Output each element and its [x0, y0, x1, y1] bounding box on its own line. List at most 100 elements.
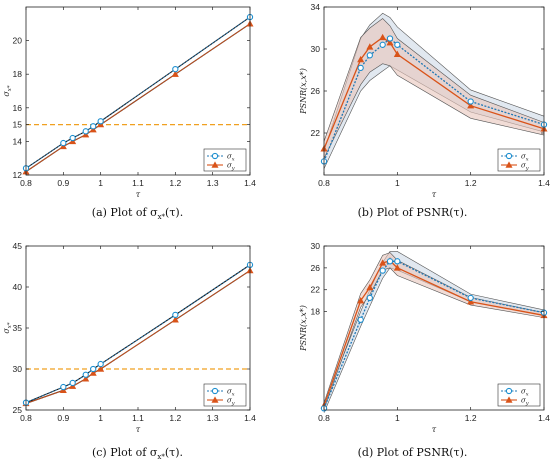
- x-tick-label: 1.2: [465, 413, 477, 423]
- data-point-x: [90, 123, 97, 130]
- data-point-x: [82, 371, 89, 378]
- legend-label-main: σ: [521, 162, 526, 170]
- band-lower-edge: [323, 63, 545, 159]
- plot-frame: [323, 245, 545, 411]
- y-tick-label: 18: [13, 69, 23, 79]
- legend-marker-x: [211, 152, 219, 160]
- data-point-y: [97, 365, 105, 372]
- data-point-y: [89, 369, 97, 376]
- legend-label-x: σx: [521, 388, 529, 398]
- data-point-x: [386, 258, 394, 265]
- confidence-band-y: [324, 18, 544, 159]
- data-point-x: [386, 35, 394, 42]
- y-axis-label: PSNR(x,x*): [299, 305, 308, 352]
- data-point-x: [394, 41, 401, 48]
- y-tick-label: 30: [311, 241, 321, 251]
- y-tick-label: 34: [311, 2, 321, 12]
- y-tick-label: 15: [13, 120, 23, 130]
- data-point-y: [379, 33, 387, 41]
- series-line-y: [323, 260, 545, 406]
- data-point-y: [366, 283, 374, 291]
- legend-marker-y: [505, 396, 513, 403]
- y-tick-label: 20: [13, 36, 23, 46]
- x-axis-label: τ: [432, 190, 437, 199]
- x-tick-label: 1.2: [169, 413, 181, 423]
- data-point-y: [379, 259, 387, 266]
- data-point-y: [393, 264, 401, 271]
- legend-marker-y: [211, 161, 219, 168]
- x-tick-label: 1.4: [244, 178, 256, 188]
- y-tick-label: 26: [311, 263, 321, 273]
- x-axis-label: τ: [432, 425, 437, 434]
- legend-label-main: σ: [521, 397, 526, 405]
- x-tick-label: 1.2: [169, 178, 181, 188]
- x-tick-label: 1.4: [244, 413, 256, 423]
- y-tick-label: 25: [13, 405, 23, 415]
- legend-label-x: σx: [227, 153, 235, 163]
- y-tick-label: 26: [311, 86, 321, 96]
- data-point-y: [393, 50, 401, 57]
- series-line-x: [323, 260, 545, 409]
- data-point-y: [366, 43, 374, 50]
- caption-a: (a) Plot of σx*(τ).: [0, 206, 275, 221]
- data-point-x: [366, 52, 373, 59]
- data-point-y: [171, 70, 179, 77]
- x-axis-label: τ: [136, 425, 141, 434]
- x-axis-label: τ: [136, 190, 141, 199]
- x-tick-label: 1.2: [465, 178, 477, 188]
- legend-label-main: σ: [227, 397, 232, 405]
- band-lower-edge: [323, 267, 545, 410]
- legend-label-y: σy: [521, 162, 529, 172]
- x-tick-label: 0.8: [20, 413, 32, 423]
- data-point-x: [357, 316, 364, 323]
- y-tick-label: 35: [13, 323, 23, 333]
- x-tick-label: 1.4: [538, 413, 550, 423]
- legend-marker-x: [505, 152, 513, 160]
- data-point-x: [394, 258, 401, 265]
- legend-label-x: σx: [521, 153, 529, 163]
- band-upper-edge: [323, 252, 545, 403]
- caption-a-sub: x*: [157, 213, 166, 222]
- series-line-y: [323, 36, 545, 149]
- data-point-x: [467, 98, 474, 105]
- y-axis-label-sub: x*: [7, 85, 13, 91]
- x-tick-label: 1.4: [538, 178, 550, 188]
- legend-label-sub: x: [526, 156, 529, 162]
- y-tick-label: 22: [311, 285, 321, 295]
- legend-marker-x: [505, 387, 513, 395]
- y-tick-label: 22: [311, 128, 321, 138]
- caption-d-text: (d) Plot of PSNR(τ).: [357, 446, 468, 459]
- legend-label-main: σ: [227, 162, 232, 170]
- data-point-y: [467, 102, 475, 109]
- x-tick-label: 1: [98, 178, 103, 188]
- y-axis-label-sub: x*: [7, 322, 13, 328]
- legend-label-y: σy: [521, 397, 529, 407]
- caption-c-text: (c) Plot of σ: [91, 446, 158, 459]
- y-axis-label-main: PSNR(x,x*): [299, 305, 308, 352]
- data-point-x: [82, 128, 89, 135]
- legend-box: [497, 148, 541, 172]
- data-point-x: [379, 267, 386, 274]
- x-tick-label: 0.8: [318, 178, 330, 188]
- y-tick-label: 14: [13, 136, 23, 146]
- legend-label-main: σ: [227, 388, 232, 396]
- x-tick-label: 0.8: [318, 413, 330, 423]
- data-point-x: [97, 360, 104, 368]
- data-point-y: [467, 298, 475, 305]
- y-axis-label-main: σ: [2, 328, 11, 334]
- data-point-x: [90, 365, 97, 373]
- caption-c-sub: x*: [157, 453, 165, 462]
- y-axis-label-main: σ: [2, 91, 11, 97]
- legend-box: [497, 383, 541, 407]
- legend-label-y: σy: [227, 162, 235, 172]
- legend-label-sub: y: [231, 165, 235, 171]
- legend-marker-y: [505, 161, 513, 168]
- band-upper-edge: [323, 18, 545, 142]
- x-tick-label: 1.1: [132, 413, 144, 423]
